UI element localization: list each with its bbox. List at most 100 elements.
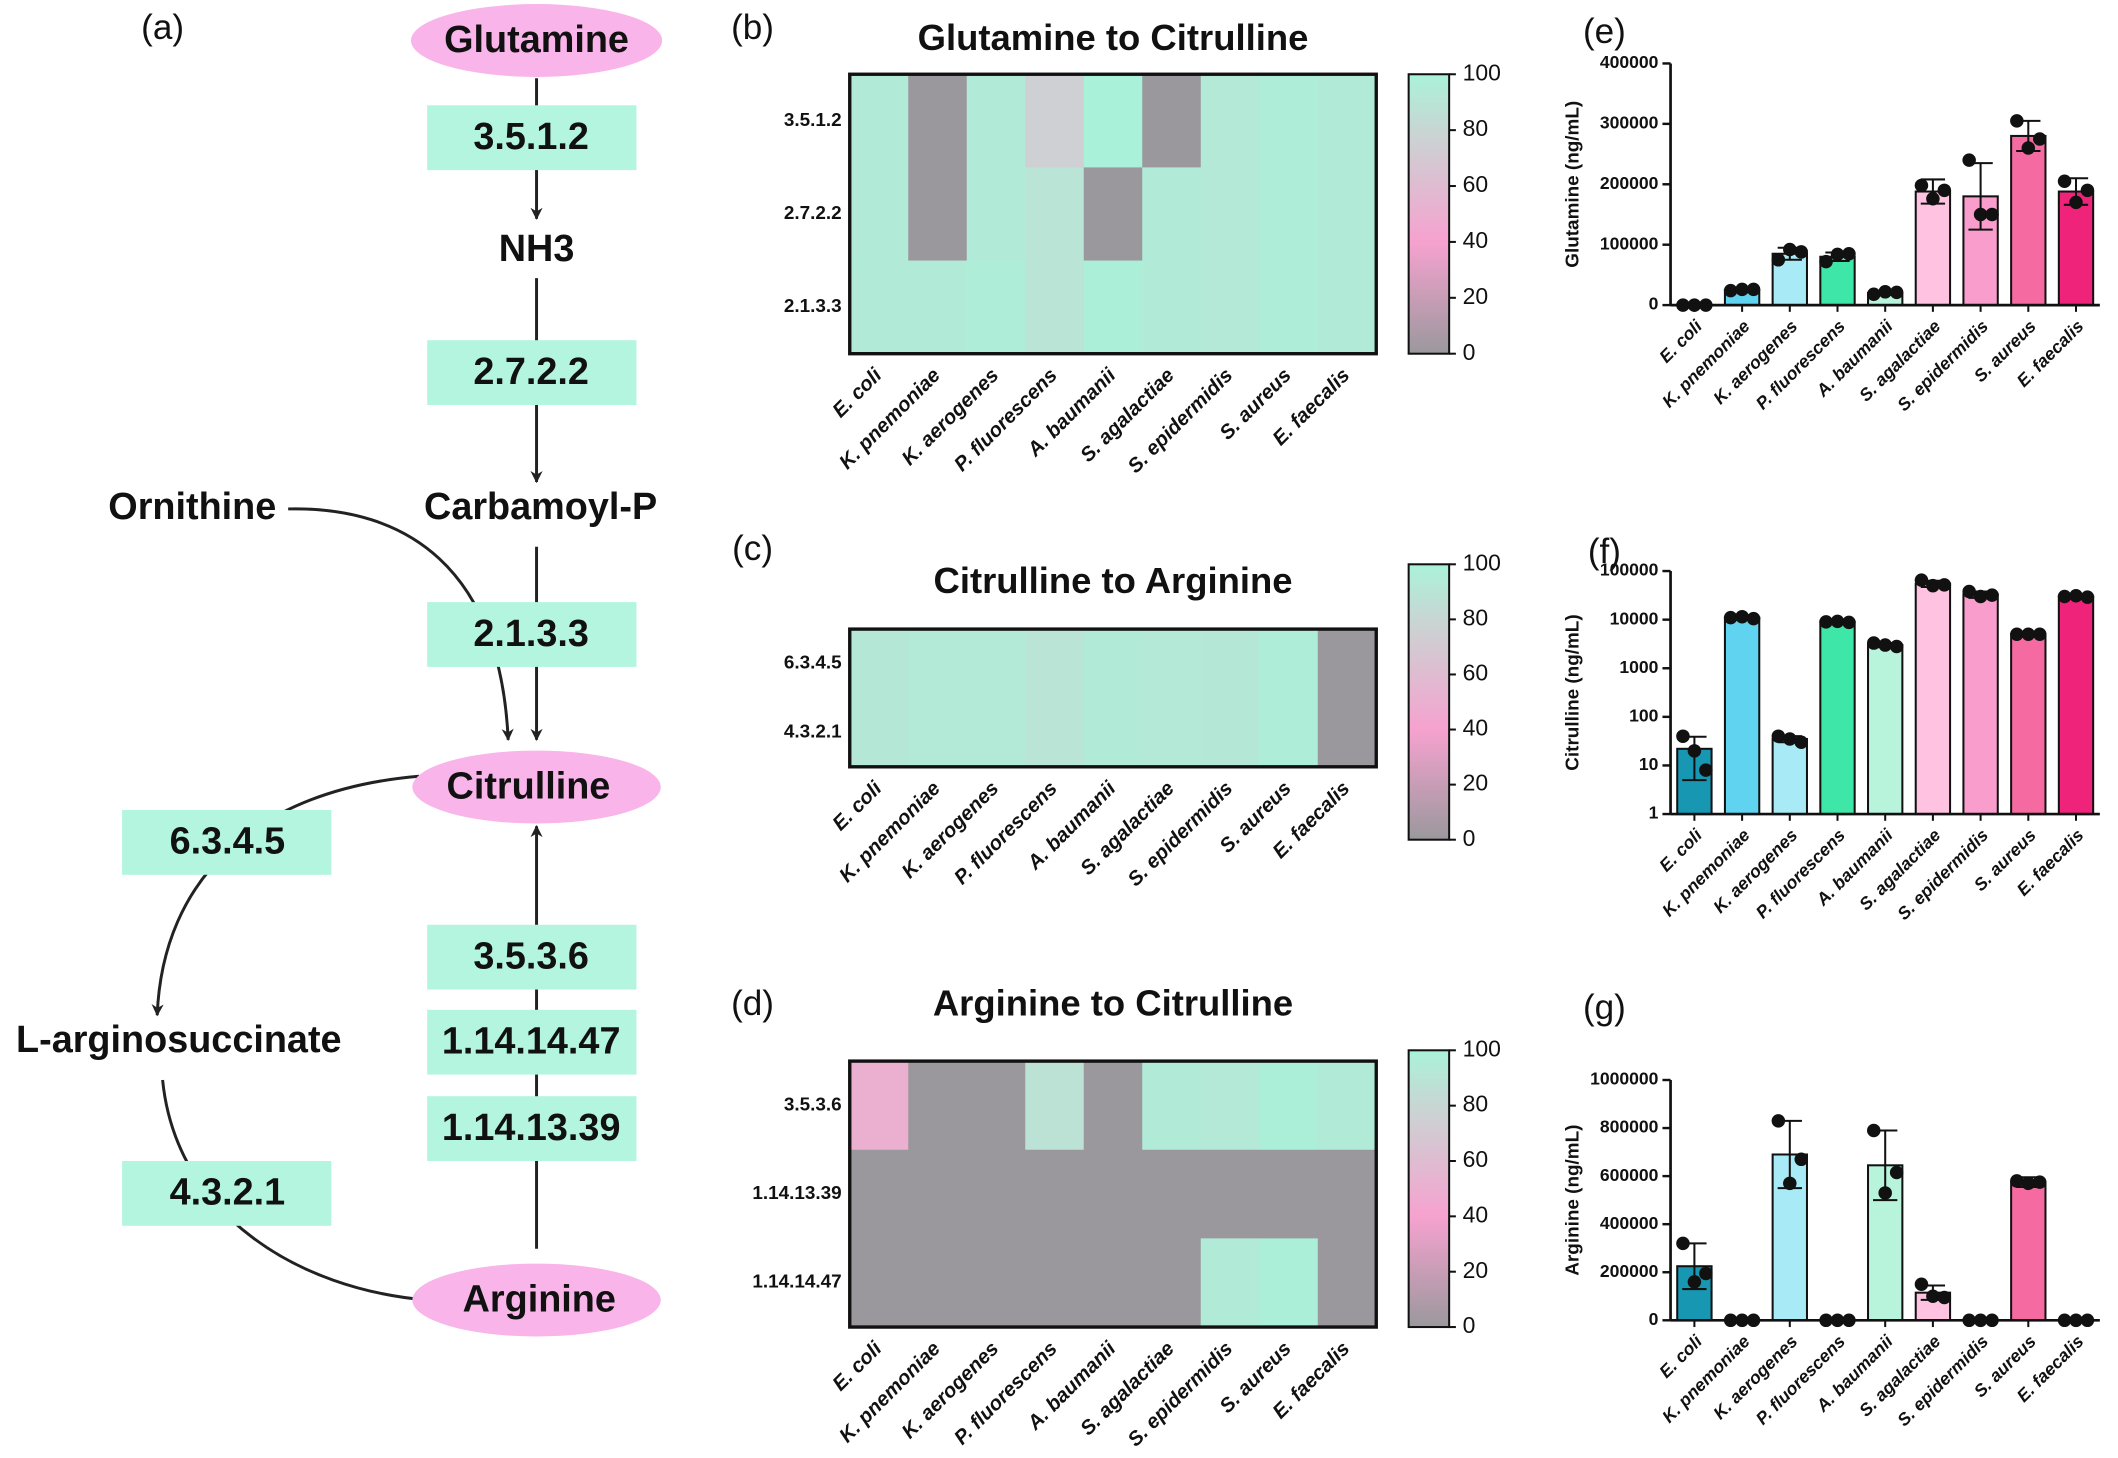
heatmap-cell [1317, 167, 1377, 262]
data-point [2069, 589, 2083, 603]
y-tick-label: 1 [1649, 803, 1659, 823]
heatmap-cell [1083, 74, 1143, 169]
panel-label: (c) [732, 529, 773, 568]
panel-label: (f) [1588, 532, 1621, 571]
heatmap-cell [1200, 74, 1260, 169]
column-label: P. fluorescens [950, 777, 1062, 889]
enzyme-box [427, 602, 637, 667]
panel-label: (g) [1583, 988, 1626, 1027]
data-point [1914, 573, 1929, 587]
data-point [2032, 1175, 2047, 1189]
heatmap-cell [849, 74, 909, 169]
heatmap-cell [908, 1149, 968, 1240]
heatmap-cell [1083, 629, 1143, 699]
heatmap-cell [849, 697, 909, 768]
heatmap-cell [1142, 74, 1202, 169]
column-label: E. coli [829, 777, 887, 835]
heatmap-cell [1142, 260, 1202, 355]
node-label: 2.1.3.3 [473, 613, 589, 655]
node-label: 6.3.4.5 [170, 821, 286, 863]
data-point [1676, 1236, 1690, 1251]
heatmap-cell [1317, 629, 1377, 699]
heatmap-cell [966, 1061, 1026, 1151]
data-point [2010, 627, 2024, 642]
node-label: 3.5.3.6 [473, 935, 589, 977]
bar [1867, 644, 1904, 816]
arrow [161, 1079, 429, 1306]
metabolite-node [412, 1263, 661, 1337]
data-point [1783, 732, 1797, 746]
data-point [1794, 735, 1808, 750]
plot-border [848, 1059, 1378, 1329]
column-label: K. pnemoniae [835, 777, 944, 886]
data-point [1926, 192, 1940, 206]
enzyme-box [427, 1096, 637, 1161]
data-point [1746, 282, 1761, 297]
data-point [2032, 132, 2047, 146]
colorbar-tick-label: 40 [1463, 1201, 1489, 1227]
heatmap-cell [849, 260, 909, 355]
colorbar-tick-label: 60 [1463, 171, 1489, 197]
bar [1723, 616, 1761, 816]
heatmap-cell [966, 74, 1026, 169]
heatmap-cell [908, 697, 968, 768]
column-label: P. fluorescens [950, 1338, 1062, 1450]
data-point [1914, 1277, 1929, 1292]
data-point [1842, 246, 1856, 261]
heatmap-cell [1083, 260, 1143, 355]
heatmap-cell [908, 1061, 968, 1151]
data-point [1962, 153, 1976, 167]
node-label: L-arginosuccinate [16, 1019, 342, 1061]
bar [2057, 595, 2095, 816]
chart-title: Arginine to Citrulline [933, 982, 1293, 1023]
y-tick-label: 0 [1649, 1309, 1659, 1329]
chart-title: Citrulline to Arginine [934, 560, 1293, 601]
panel-label: (e) [1583, 12, 1626, 51]
data-point [1973, 589, 1988, 604]
heatmap-cell [1200, 260, 1260, 355]
node-label: 1.14.14.47 [442, 1021, 621, 1063]
data-point [2069, 195, 2083, 210]
data-point [1867, 636, 1881, 650]
colorbar-tick-label: 60 [1463, 660, 1489, 686]
heatmap-cell [1259, 260, 1319, 355]
y-axis-label: Glutamine (ng/mL) [1562, 101, 1583, 268]
plot-border [848, 72, 1378, 356]
data-point [2080, 183, 2095, 198]
data-point [1735, 282, 1749, 297]
heatmap-cell [1025, 1149, 1085, 1240]
heatmap-cell [908, 74, 968, 169]
colorbar-tick-label: 80 [1463, 1091, 1489, 1117]
row-label: 2.1.3.3 [784, 296, 842, 317]
data-point [2032, 627, 2047, 642]
colorbar-tick-label: 20 [1463, 1257, 1489, 1283]
node-label: NH3 [499, 228, 575, 270]
heatmap-cell [966, 167, 1026, 262]
heatmap-cell [1142, 1061, 1202, 1151]
colorbar-tick-label: 40 [1463, 227, 1489, 253]
heatmap-cell [1200, 1061, 1260, 1151]
heatmap-cell [1259, 1238, 1319, 1328]
node-label: 1.14.13.39 [442, 1107, 621, 1149]
bar [1914, 190, 1952, 307]
data-point [1889, 285, 1904, 300]
heatmap-cell [1083, 1061, 1143, 1151]
data-point [1723, 610, 1738, 625]
heatmap-cell [1142, 697, 1202, 768]
data-point [2021, 627, 2036, 642]
data-point [1937, 578, 1952, 592]
data-point [1867, 287, 1881, 301]
data-point [1889, 639, 1904, 654]
enzyme-box [122, 810, 332, 875]
heatmap-cell [1259, 167, 1319, 262]
node-label: Arginine [463, 1278, 616, 1320]
colorbar-tick-label: 80 [1463, 604, 1489, 630]
colorbar-tick-label: 100 [1463, 1035, 1501, 1061]
heatmap-cell [1200, 697, 1260, 768]
heatmap-cell [1083, 167, 1143, 262]
row-label: 1.14.14.47 [752, 1272, 841, 1293]
heatmap-cell [1317, 1061, 1377, 1151]
colorbar-tick-label: 0 [1463, 1312, 1476, 1338]
row-label: 3.5.3.6 [784, 1094, 842, 1115]
heatmap-cell [1317, 260, 1377, 355]
